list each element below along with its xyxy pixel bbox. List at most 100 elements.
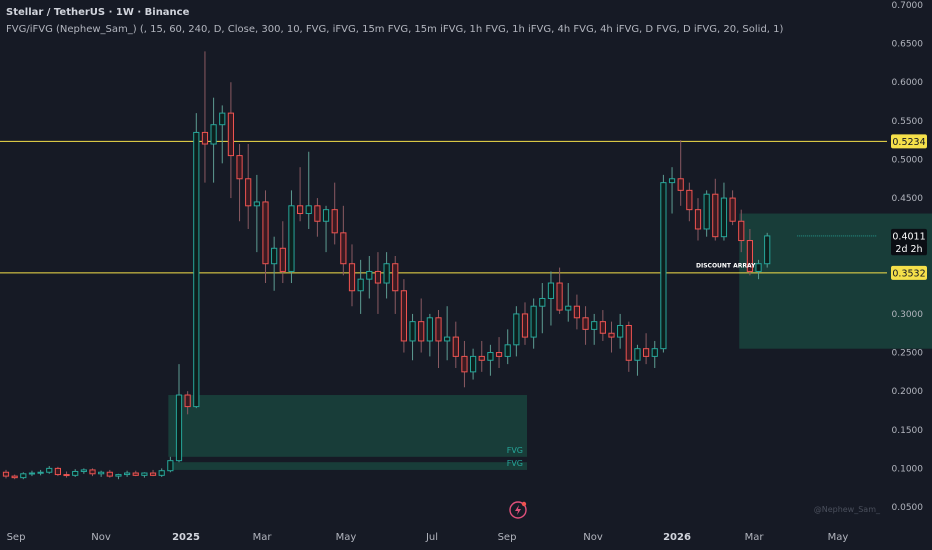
candle — [28, 470, 36, 477]
candle — [418, 298, 425, 353]
candle — [46, 466, 53, 474]
time-tick-label: Nov — [583, 532, 603, 543]
price-label-text: 0.3532 — [892, 268, 925, 279]
candle-body — [712, 193, 719, 238]
candle-body — [444, 336, 451, 342]
lightning-icon[interactable] — [509, 501, 527, 519]
candle-body — [651, 348, 658, 357]
candle — [694, 198, 702, 241]
price-tick-label: 0.5000 — [892, 155, 924, 165]
candle-body — [504, 344, 511, 357]
candle-body — [755, 263, 762, 272]
candle — [158, 468, 165, 477]
candle — [374, 252, 382, 314]
price-tick-label: 0.2000 — [892, 387, 924, 397]
candle — [495, 337, 503, 368]
price-label-countdown: 2d 2h — [891, 241, 927, 256]
candle-body — [20, 473, 27, 479]
time-tick-label: May — [828, 532, 849, 543]
candle-body — [478, 355, 485, 361]
candle — [167, 456, 174, 473]
candle-body — [158, 470, 165, 476]
candle — [37, 469, 44, 476]
candle — [357, 259, 364, 314]
candle-body — [409, 321, 416, 342]
candle — [279, 221, 286, 284]
candle-body — [547, 282, 555, 299]
candle — [573, 294, 580, 330]
candle-body — [643, 348, 650, 357]
candle-body — [37, 471, 44, 474]
candle-body — [175, 394, 183, 462]
candle — [236, 144, 243, 222]
candle — [383, 252, 390, 299]
candle-body — [418, 321, 425, 342]
candle-body — [149, 472, 157, 476]
candle-body — [331, 209, 338, 234]
time-tick-label: 2025 — [172, 532, 200, 543]
horizontal-levels — [0, 140, 887, 274]
indicator-legend[interactable]: FVG/iFVG (Nephew_Sam_) (, 15, 60, 240, D… — [6, 24, 784, 35]
candle-body — [487, 352, 494, 361]
candle-body — [132, 472, 139, 476]
price-tick-label: 0.3000 — [892, 310, 924, 320]
candle-body — [288, 205, 295, 272]
candle — [331, 182, 338, 245]
fvg-zone — [168, 395, 527, 457]
candle-body — [106, 471, 113, 477]
candle — [720, 182, 728, 241]
price-label-bg — [891, 265, 927, 280]
candle-body — [400, 290, 407, 342]
candle — [712, 178, 719, 241]
candle-body — [11, 475, 18, 479]
candle — [729, 190, 736, 226]
candle-body — [556, 282, 563, 311]
candle — [513, 306, 520, 357]
price-label-text: 0.5234 — [892, 137, 925, 148]
candle-body — [764, 235, 771, 265]
candle-body — [46, 467, 53, 473]
candle — [115, 473, 122, 480]
candle — [755, 259, 762, 280]
candle — [487, 344, 494, 376]
candle — [54, 466, 61, 477]
candle — [556, 267, 563, 314]
price-axis: 0.7000 0.6500 0.6000 0.5500 0.5000 0.4500 0.40… — [891, 1, 927, 513]
candle-body — [608, 332, 615, 338]
price-tick-label: 0.2500 — [892, 349, 924, 359]
discount-array-label: DISCOUNT ARRAY — [696, 263, 756, 270]
candle-body — [392, 263, 399, 292]
price-label-text: 2d 2h — [895, 244, 922, 255]
candle — [478, 340, 485, 372]
candle — [461, 340, 468, 388]
candle — [322, 205, 330, 253]
price-label-current: 0.4011 — [891, 228, 927, 243]
price-tick-label: 0.1000 — [892, 464, 924, 474]
candle-body — [513, 313, 520, 346]
candle — [89, 468, 96, 477]
candle — [470, 348, 477, 380]
candle — [340, 205, 347, 276]
candle-body — [703, 193, 710, 230]
candle-body — [591, 321, 598, 330]
price-tick-label: 0.5500 — [892, 117, 924, 127]
candle-body — [184, 394, 191, 408]
candle-body — [124, 472, 131, 476]
candle-body — [54, 467, 61, 476]
candle-body — [2, 471, 10, 477]
candle — [149, 469, 157, 477]
candle — [764, 232, 771, 268]
candle-body — [89, 469, 96, 475]
candle-body — [357, 278, 364, 292]
candle-body — [530, 305, 537, 338]
candle — [314, 198, 321, 237]
candle — [193, 113, 200, 409]
fvg-zone — [168, 462, 527, 470]
candle — [539, 283, 546, 334]
candle-body — [72, 470, 79, 476]
candle — [227, 82, 235, 199]
candle — [608, 321, 615, 353]
candle-body — [314, 205, 321, 222]
time-tick-label: Mar — [253, 532, 273, 543]
